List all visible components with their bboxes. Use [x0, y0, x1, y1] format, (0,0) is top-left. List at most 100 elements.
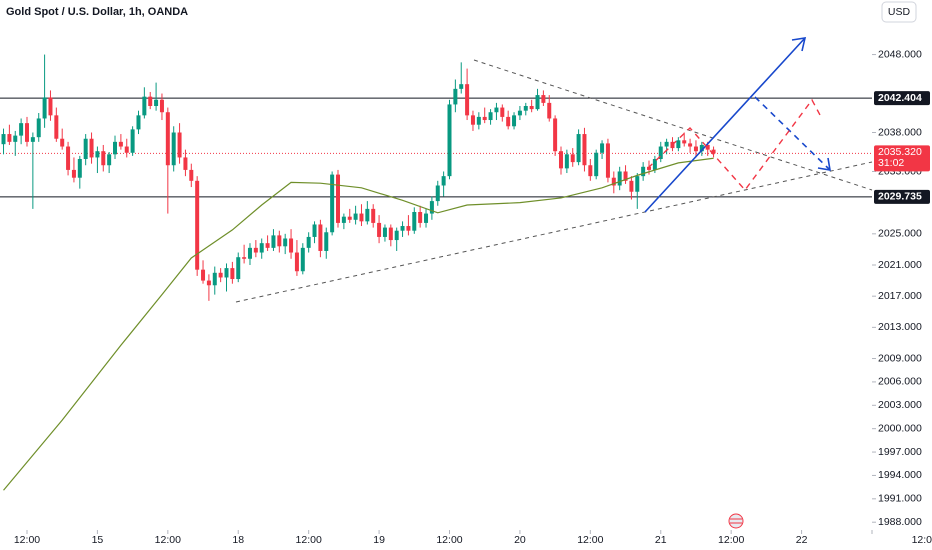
candle-body	[512, 115, 517, 127]
candle-body	[107, 154, 112, 166]
event-icon[interactable]	[728, 513, 744, 529]
candle-body	[652, 159, 657, 170]
trend-line	[473, 59, 873, 191]
candle-body	[177, 132, 182, 158]
x-tick-label: 12:00	[14, 534, 40, 546]
candle-body	[318, 224, 323, 251]
arrow-head	[791, 37, 807, 52]
candle-body	[60, 138, 65, 147]
y-tick-label: 2003.000	[878, 399, 922, 411]
candle-body	[558, 151, 563, 169]
x-tick-label: 15	[92, 534, 104, 546]
candle-body	[494, 107, 499, 113]
candle-body	[682, 140, 687, 144]
x-tick-label: 12:00	[436, 534, 462, 546]
candle-body	[664, 141, 669, 147]
currency-button[interactable]	[881, 1, 917, 23]
candle-body	[218, 272, 223, 278]
candle-body	[500, 107, 505, 117]
candle-body	[42, 97, 47, 119]
candle-body	[435, 185, 440, 202]
candle-body	[13, 135, 18, 142]
candle-body	[195, 180, 200, 270]
level-label-box	[874, 189, 930, 204]
candle-body	[523, 106, 528, 111]
y-tick-label: 2021.000	[878, 259, 922, 271]
candle-body	[83, 138, 88, 159]
level-label: 2042.404	[878, 92, 922, 104]
candle-body	[66, 146, 71, 170]
candle-body	[19, 123, 24, 136]
candle-body	[353, 213, 358, 220]
candle-body	[1, 134, 6, 145]
candle-body	[382, 227, 387, 237]
candle-body	[118, 141, 123, 147]
candle-body	[517, 110, 522, 116]
candle-body	[617, 171, 622, 186]
candle-body	[535, 95, 540, 110]
x-tick-label: 21	[655, 534, 667, 546]
candle-body	[693, 146, 698, 152]
candle-body	[206, 280, 211, 286]
y-tick-label: 2013.000	[878, 321, 922, 333]
candle-body	[113, 141, 118, 155]
candle-body	[465, 84, 470, 116]
candle-body	[89, 138, 94, 158]
x-tick-label: 18	[232, 534, 244, 546]
candle-body	[541, 95, 546, 103]
candle-body	[124, 146, 129, 153]
candle-body	[359, 213, 364, 222]
candle-body	[101, 151, 106, 166]
candle-body	[77, 159, 82, 178]
y-tick-label: 1988.000	[878, 516, 922, 528]
chart-title: Gold Spot / U.S. Dollar, 1h, OANDA	[6, 6, 188, 18]
candle-body	[130, 129, 135, 153]
level-label: 2029.735	[878, 191, 922, 203]
candle-body	[553, 118, 558, 152]
y-tick-label: 1994.000	[878, 469, 922, 481]
candle-body	[148, 96, 153, 106]
candle-body	[594, 152, 599, 177]
candle-body	[441, 176, 446, 186]
candle-body	[600, 143, 605, 153]
candle-body	[154, 99, 159, 106]
candle-body	[159, 99, 164, 113]
plot	[0, 54, 872, 491]
y-tick-label: 2017.000	[878, 290, 922, 302]
candle-body	[582, 134, 587, 166]
level-label-box	[874, 91, 930, 106]
candle-body	[24, 123, 29, 142]
candle-body	[330, 174, 335, 233]
candle-body	[418, 212, 423, 223]
x-tick-label: 19	[373, 534, 385, 546]
drawings	[235, 37, 873, 303]
candle-body	[183, 157, 188, 170]
candle-body	[605, 143, 610, 178]
candle-body	[271, 235, 276, 248]
candle-body	[306, 236, 311, 248]
y-tick-label: 2009.000	[878, 352, 922, 364]
candle-body	[564, 154, 569, 169]
x-tick-label: 12:0	[912, 534, 932, 546]
candle-body	[289, 238, 294, 253]
candle-body	[48, 97, 53, 116]
candle-body	[371, 208, 376, 223]
candle-body	[212, 272, 217, 286]
moving-average	[3, 157, 714, 491]
candle-body	[611, 177, 616, 186]
candle-body	[36, 118, 41, 138]
x-tick-label: 22	[796, 534, 808, 546]
candle-body	[629, 180, 634, 192]
x-tick-label: 20	[514, 534, 526, 546]
candle-body	[189, 169, 194, 181]
candle-body	[388, 227, 393, 241]
candle-body	[506, 116, 511, 127]
candle-body	[365, 208, 370, 222]
candle-body	[688, 143, 693, 147]
candle-body	[547, 102, 552, 119]
candle-body	[230, 268, 235, 280]
projection-arrow	[754, 96, 831, 171]
x-tick-label: 12:00	[296, 534, 322, 546]
x-tick-label: 12:00	[155, 534, 181, 546]
y-tick-label: 2048.000	[878, 48, 922, 60]
